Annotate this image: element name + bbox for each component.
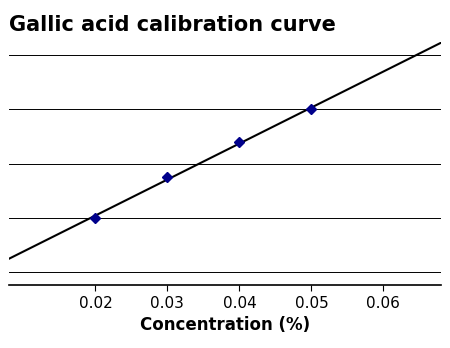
X-axis label: Concentration (%): Concentration (%) (140, 316, 310, 334)
Text: Gallic acid calibration curve: Gallic acid calibration curve (9, 15, 336, 35)
